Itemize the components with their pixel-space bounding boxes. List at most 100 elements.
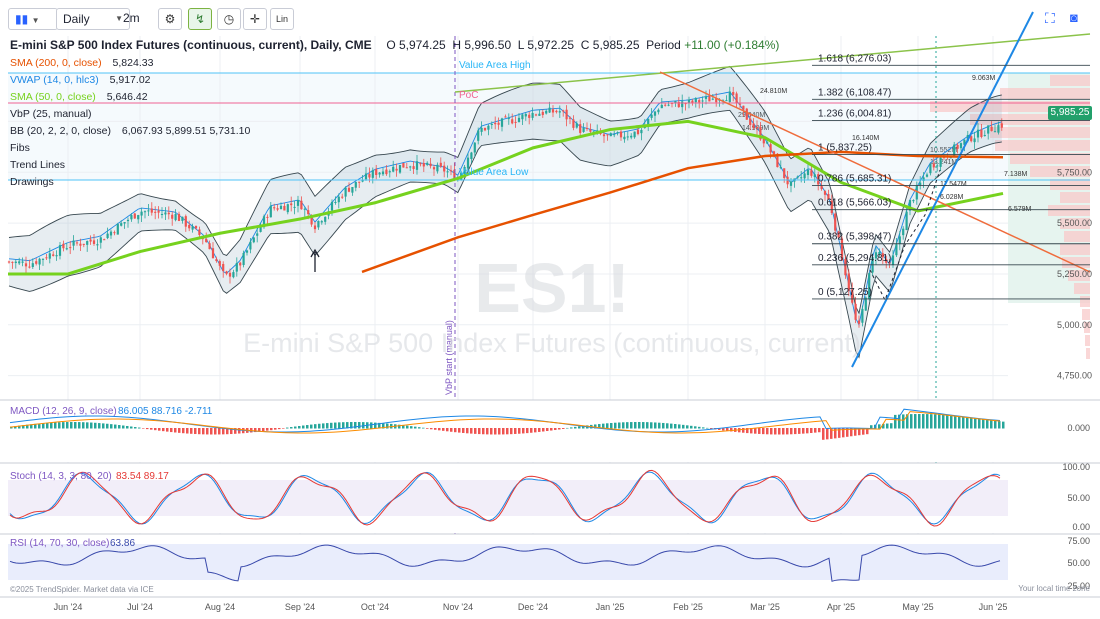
candle-body [932, 163, 935, 168]
candle-body [296, 199, 300, 206]
macd-hist-bar [554, 428, 557, 431]
volume-profile-bar [1085, 335, 1090, 346]
candle-body [218, 261, 221, 266]
macd-hist-bar [986, 419, 989, 429]
range-label[interactable]: 2m [123, 11, 140, 25]
candle-body [137, 215, 140, 220]
candle-body [106, 233, 109, 239]
macd-hist-bar [690, 425, 693, 429]
candle-body [881, 253, 884, 258]
candle-body [269, 205, 272, 218]
indicator-1[interactable]: VWAP (14, 0, hlc3) 5,917.02 [10, 74, 151, 86]
macd-hist-bar [34, 423, 37, 429]
indicator-6[interactable]: Trend Lines [10, 159, 73, 171]
macd-hist-bar [70, 422, 73, 429]
candle-body [983, 135, 986, 137]
indicator-name: Trend Lines [10, 159, 66, 171]
candle-body [630, 135, 633, 138]
interval-select[interactable]: Daily ▼ [56, 8, 130, 30]
candle-body [786, 176, 789, 185]
indicator-4[interactable]: BB (20, 2, 2, 0, close) 6,067.93 5,899.5… [10, 125, 250, 137]
macd-hist-bar [482, 428, 485, 435]
candle-body [640, 129, 643, 134]
indicator-3[interactable]: VbP (25, manual) [10, 108, 100, 120]
macd-hist-bar [758, 428, 761, 434]
x-axis-tick: Mar '25 [750, 602, 780, 612]
candle-body [422, 163, 425, 167]
candle-body [167, 212, 170, 215]
macd-hist-bar [530, 428, 533, 433]
candle-body [698, 100, 701, 103]
volume-profile-label: 9.063M [972, 75, 996, 82]
candle-body [96, 244, 99, 246]
macd-hist-bar [846, 428, 849, 437]
candle-body [184, 216, 187, 227]
candle-body [286, 204, 289, 213]
volume-profile-bar [1086, 348, 1090, 359]
macd-hist-bar [478, 428, 481, 435]
candle-body [300, 200, 303, 210]
indicator-7[interactable]: Drawings [10, 176, 62, 188]
macd-hist-bar [378, 422, 381, 429]
macd-hist-bar [950, 415, 953, 429]
candle-body [463, 166, 466, 174]
settings-icon[interactable]: ⚙ [158, 8, 182, 30]
macd-hist-bar [418, 427, 421, 429]
pattern-icon[interactable]: ↯ [188, 8, 212, 30]
candle-body [541, 111, 544, 116]
candle-body [38, 258, 41, 265]
camera-icon[interactable]: ◙ [1070, 10, 1078, 25]
volume-profile-bar [1048, 205, 1090, 216]
macd-hist-bar [146, 428, 149, 430]
candle-body [857, 320, 861, 324]
volume-profile-bar [1064, 231, 1090, 242]
high-value: 5,996.50 [464, 38, 512, 52]
macd-hist-bar [322, 423, 325, 429]
macd-hist-bar [22, 425, 25, 429]
candle-body [776, 153, 779, 168]
candle-body [198, 229, 201, 235]
macd-hist-bar [782, 428, 785, 435]
candle-body [174, 214, 177, 221]
macd-hist-bar [294, 426, 297, 429]
macd-hist-bar [562, 428, 565, 429]
macd-hist-bar [298, 426, 301, 429]
indicator-2[interactable]: SMA (50, 0, close) 5,646.42 [10, 91, 148, 103]
macd-hist-bar [254, 428, 257, 433]
macd-hist-bar [974, 417, 977, 429]
fullscreen-icon[interactable]: ⛶ [1045, 10, 1055, 26]
crosshair-icon[interactable]: ✛ [243, 8, 267, 30]
candle-body [769, 144, 772, 153]
x-axis-tick: Apr '25 [827, 602, 855, 612]
macd-hist-bar [706, 427, 709, 429]
candle-body [633, 131, 636, 138]
macd-hist-bar [30, 424, 33, 429]
candle-body [215, 259, 218, 262]
x-axis-tick: Jan '25 [596, 602, 625, 612]
candle-body [368, 173, 371, 178]
candle-body [276, 208, 279, 210]
macd-hist-bar [794, 428, 797, 435]
candle-body [565, 109, 568, 120]
toolbar: ▮▮ ▼ Daily ▼ 2m ⚙ ↯ ◷ ✛ Lin ⛶ ◙ [0, 0, 1100, 36]
indicator-5[interactable]: Fibs [10, 142, 38, 154]
candle-body [647, 118, 650, 125]
macd-hist-bar [238, 428, 241, 434]
candle-body [980, 129, 983, 137]
clock-icon[interactable]: ◷ [217, 8, 241, 30]
candle-body [779, 167, 782, 169]
candle-body [429, 163, 432, 167]
indicator-0[interactable]: SMA (200, 0, close) 5,824.33 [10, 57, 153, 69]
candle-body [810, 170, 813, 176]
macd-hist-bar [850, 428, 853, 437]
macd-hist-bar [54, 422, 57, 429]
chevron-down-icon: ▼ [115, 14, 123, 23]
macd-hist-bar [150, 428, 153, 430]
indicator-value: 5,646.42 [103, 91, 148, 103]
macd-hist-bar [910, 414, 913, 429]
timezone-label[interactable]: Your local time zone [1018, 584, 1090, 593]
candle-body [466, 157, 470, 169]
lin-toggle[interactable]: Lin [270, 8, 294, 30]
macd-hist-bar [774, 428, 777, 435]
